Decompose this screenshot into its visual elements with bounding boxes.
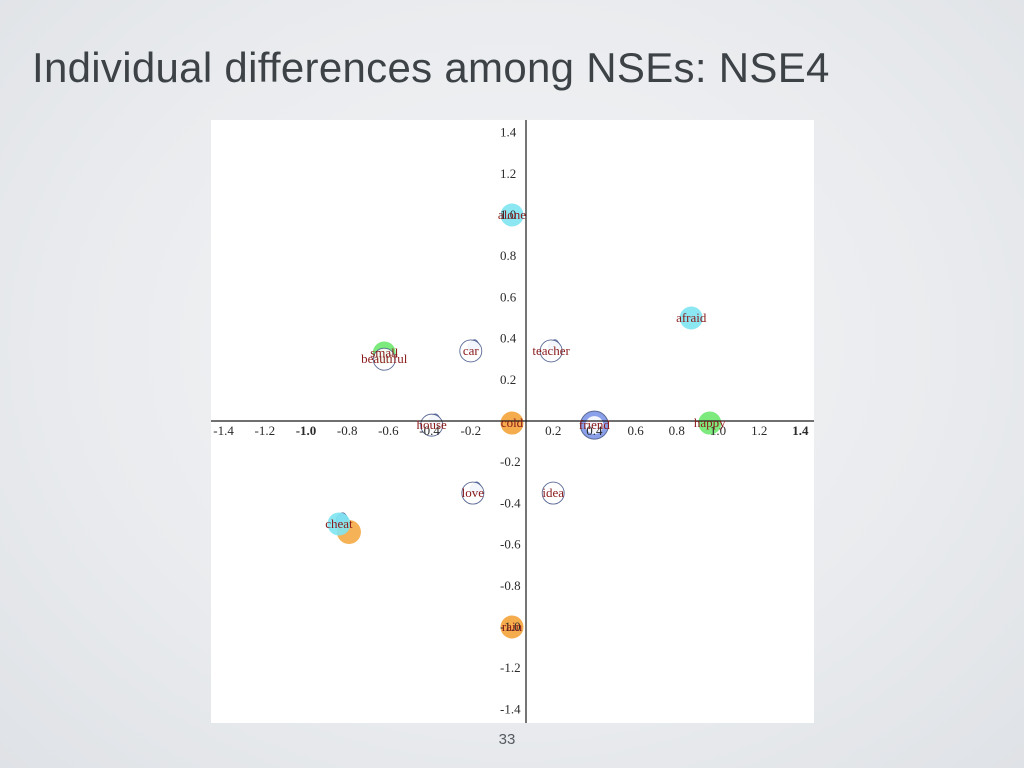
x-tick-label: 0.8 — [669, 423, 685, 438]
tick-labels: -1.4 -1.2 -1.0 -0.8 -0.6 -0.4 -0.2 0.2 0.4 0.6 0.8… — [213, 125, 809, 717]
word-label: afraid — [676, 310, 707, 325]
point-marker — [420, 413, 444, 437]
y-tick-label: -0.4 — [500, 495, 521, 510]
point-marker — [500, 411, 524, 435]
point-marks — [327, 203, 722, 639]
x-tick-label: -0.6 — [378, 423, 399, 438]
y-tick-label: -1.2 — [500, 660, 521, 675]
x-tick-label: 0.4 — [586, 423, 603, 438]
y-tick-label: -0.8 — [500, 578, 521, 593]
point-marker — [327, 512, 351, 536]
y-tick-label: 0.4 — [500, 331, 517, 346]
scatter-plot: -1.4 -1.2 -1.0 -0.8 -0.6 -0.4 -0.2 0.2 0.4 0.6 0.8… — [211, 120, 814, 723]
word-label: alone — [498, 207, 526, 222]
word-label: friend — [579, 417, 611, 432]
y-tick-label: 0.8 — [500, 248, 516, 263]
x-tick-label: -1.4 — [213, 423, 234, 438]
word-label: small — [370, 345, 399, 360]
point-marker — [539, 339, 563, 363]
point-marker — [459, 339, 483, 363]
word-label: cheat — [325, 516, 353, 531]
word-label: love — [462, 485, 485, 500]
word-label: idea — [542, 485, 564, 500]
plot-svg: -1.4 -1.2 -1.0 -0.8 -0.6 -0.4 -0.2 0.2 0.4 0.6 0.8… — [211, 120, 814, 723]
word-label: happy — [694, 415, 726, 430]
x-tick-label: 1.0 — [710, 423, 726, 438]
y-tick-label: -1.4 — [500, 701, 521, 716]
point-marker — [500, 615, 524, 639]
y-tick-label: -0.6 — [500, 537, 521, 552]
y-tick-label: 1.2 — [500, 166, 516, 181]
word-label: teacher — [532, 343, 570, 358]
y-tick-label: 0.2 — [500, 372, 516, 387]
x-tick-label: -1.0 — [296, 423, 317, 438]
y-tick-label: 1.4 — [500, 125, 517, 140]
point-marker — [698, 411, 722, 435]
page-number: 33 — [498, 731, 516, 748]
point-marker — [541, 481, 565, 505]
x-tick-label: -0.2 — [461, 423, 482, 438]
x-tick-label: -0.8 — [337, 423, 358, 438]
word-label: car — [463, 343, 480, 358]
x-tick-label: 0.6 — [627, 423, 644, 438]
word-label: rain — [502, 619, 523, 634]
point-marker — [372, 347, 396, 371]
y-tick-label: -0.2 — [500, 454, 521, 469]
y-tick-label: -1.0 — [500, 619, 521, 634]
x-tick-label: 1.4 — [792, 423, 809, 438]
x-tick-label: -0.4 — [419, 423, 440, 438]
point-marker — [679, 306, 703, 330]
y-tick-label: 0.6 — [500, 289, 517, 304]
y-tick-label: 1.0 — [500, 207, 516, 222]
slide-title: Individual differences among NSEs: NSE4 — [32, 44, 830, 91]
x-tick-label: 1.2 — [751, 423, 767, 438]
point-marker — [461, 481, 485, 505]
point-marker — [500, 203, 524, 227]
axes — [211, 120, 814, 723]
x-tick-label: 0.2 — [545, 423, 561, 438]
word-label: cold — [501, 415, 524, 430]
x-tick-label: -1.2 — [255, 423, 276, 438]
word-label: house — [416, 417, 447, 432]
word-label: beautiful — [361, 351, 408, 366]
